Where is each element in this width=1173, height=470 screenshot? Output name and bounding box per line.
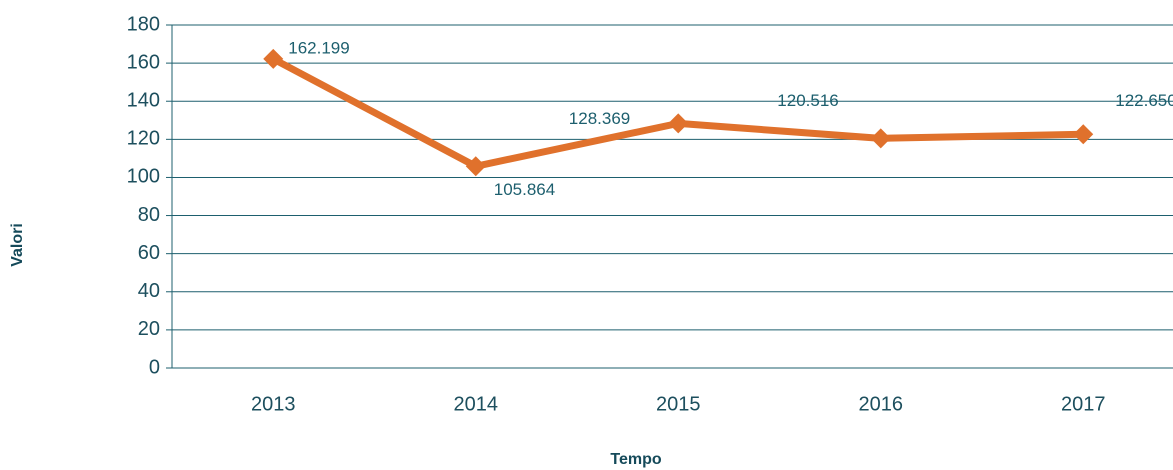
- x-axis-title: Tempo: [610, 451, 661, 468]
- line: [271, 55, 1084, 170]
- y-tick-label: 140: [127, 90, 160, 112]
- data-label: 122.650: [1115, 91, 1173, 110]
- x-tick-label: 2014: [454, 393, 499, 415]
- marker: [870, 128, 891, 149]
- marker: [668, 113, 689, 134]
- x-tick-label: 2016: [859, 393, 904, 415]
- y-tick-label: 60: [138, 242, 160, 264]
- x-tick-label: 2017: [1061, 393, 1106, 415]
- y-tick-label: 160: [127, 51, 160, 73]
- data-label: 128.369: [569, 109, 630, 128]
- marker: [263, 48, 284, 69]
- y-tick-label: 180: [127, 13, 160, 35]
- y-axis-title: Valori: [9, 223, 26, 267]
- marker: [1073, 124, 1094, 145]
- y-tick-label: 20: [138, 318, 160, 340]
- data-label: 105.864: [494, 180, 555, 199]
- y-tick-label: 100: [127, 166, 160, 188]
- marker: [465, 156, 486, 177]
- x-tick-label: 2013: [251, 393, 296, 415]
- x-tick-label: 2015: [656, 393, 701, 415]
- y-tick-label: 0: [149, 356, 160, 378]
- y-tick-label: 120: [127, 128, 160, 150]
- data-label: 162.199: [288, 38, 349, 57]
- y-tick-label: 40: [138, 280, 160, 302]
- y-tick-label: 80: [138, 204, 160, 226]
- data-label: 120.516: [777, 91, 838, 110]
